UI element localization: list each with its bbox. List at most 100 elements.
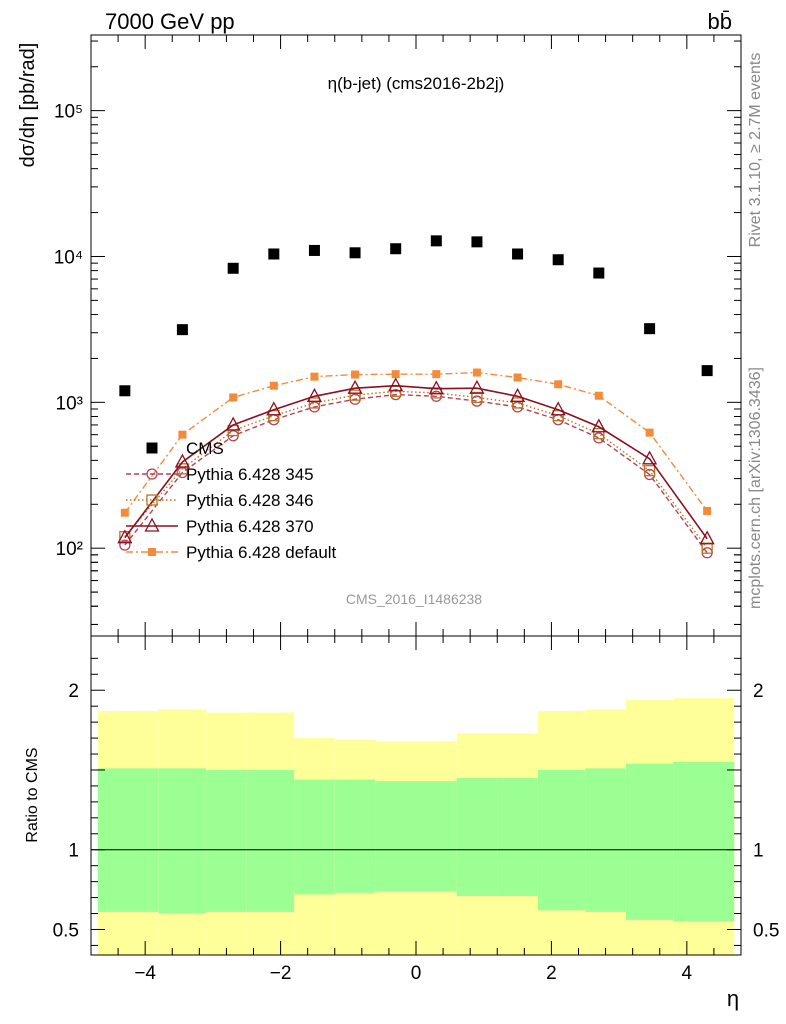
data-point bbox=[643, 465, 656, 477]
series-line bbox=[124, 371, 708, 514]
data-point bbox=[347, 379, 363, 394]
data-point bbox=[432, 370, 441, 379]
data-point bbox=[593, 427, 605, 440]
ratio-inner-band bbox=[334, 779, 376, 893]
ratio-inner-band bbox=[294, 779, 335, 895]
data-point bbox=[268, 414, 280, 426]
data-point bbox=[120, 508, 129, 517]
data-point bbox=[266, 401, 282, 416]
y-axis-label-top: dσ/dη [pb/rad] bbox=[17, 43, 39, 168]
legend-label: CMS bbox=[186, 439, 224, 458]
data-point bbox=[701, 365, 713, 377]
y-tick-label-top: 10³ bbox=[56, 393, 83, 414]
data-point bbox=[388, 377, 404, 392]
data-point bbox=[469, 379, 485, 394]
data-point bbox=[591, 418, 607, 433]
series-3 bbox=[117, 377, 715, 545]
header-left: 7000 GeV pp bbox=[105, 9, 235, 34]
rivet-label: Rivet 3.1.10, ≥ 2.7M events bbox=[747, 53, 764, 248]
mcplots-label: mcplots.cern.ch [arXiv:1306.3436] bbox=[747, 367, 764, 609]
ratio-inner-band bbox=[456, 777, 498, 896]
data-point bbox=[509, 387, 526, 402]
ratio-inner-band bbox=[158, 768, 207, 914]
ratio-inner-band bbox=[206, 769, 247, 912]
legend-marker bbox=[146, 494, 158, 506]
data-point bbox=[645, 428, 654, 437]
legend-label: Pythia 6.428 370 bbox=[186, 517, 314, 536]
data-point bbox=[511, 397, 524, 409]
series-0 bbox=[119, 235, 713, 397]
legend: CMS Pythia 6.428 345 Pythia 6.428 346 Pythi… bbox=[126, 439, 337, 562]
y-tick-label-top: 10⁵ bbox=[54, 102, 83, 123]
x-axis-label: η bbox=[727, 986, 739, 1011]
axes-group: 10² 10³ 10⁴ 10⁵ −4 −2 0 2 4 0.5 0.5 1 1 2 2 bbox=[53, 35, 779, 984]
data-point bbox=[227, 262, 239, 274]
data-point bbox=[554, 380, 563, 389]
data-point bbox=[310, 372, 319, 381]
data-point bbox=[430, 235, 442, 247]
data-point bbox=[428, 380, 444, 395]
data-point bbox=[268, 248, 280, 260]
data-point bbox=[550, 401, 566, 416]
data-point bbox=[176, 324, 188, 336]
y-axis-label-ratio: Ratio to CMS bbox=[24, 747, 41, 842]
y-tick-label-ratio-right: 2 bbox=[753, 681, 764, 702]
x-tick-label: 0 bbox=[411, 963, 422, 984]
data-point bbox=[351, 370, 360, 379]
data-point bbox=[306, 387, 323, 402]
data-point bbox=[174, 453, 190, 468]
data-point bbox=[471, 236, 483, 248]
data-point bbox=[471, 391, 483, 404]
series-line bbox=[124, 393, 708, 554]
x-tick-label: −2 bbox=[270, 963, 292, 984]
y-tick-label-ratio-left: 1 bbox=[68, 841, 79, 862]
legend-label: Pythia 6.428 345 bbox=[186, 465, 314, 484]
x-tick-label: 2 bbox=[546, 963, 557, 984]
data-point bbox=[225, 416, 241, 431]
series-line bbox=[124, 384, 708, 540]
ratio-inner-band bbox=[497, 777, 538, 896]
ratio-inner-band bbox=[246, 769, 295, 912]
legend-marker bbox=[146, 468, 158, 480]
data-point bbox=[390, 243, 402, 255]
ratio-inner-band bbox=[416, 781, 457, 892]
data-point bbox=[552, 254, 564, 266]
legend-marker bbox=[148, 548, 156, 556]
data-point bbox=[703, 506, 712, 515]
data-point bbox=[268, 410, 280, 422]
ratio-bands bbox=[91, 698, 741, 955]
data-point bbox=[391, 370, 400, 379]
y-tick-label-ratio-right: 1 bbox=[753, 841, 764, 862]
data-point bbox=[642, 450, 658, 465]
ratio-inner-band bbox=[625, 763, 674, 920]
series-4 bbox=[120, 368, 712, 517]
data-point bbox=[119, 539, 131, 551]
data-point bbox=[552, 410, 564, 422]
y-tick-label-ratio-left: 0.5 bbox=[53, 920, 79, 941]
ratio-inner-band bbox=[673, 762, 735, 922]
data-point bbox=[513, 373, 522, 382]
ratio-inner-band bbox=[537, 769, 586, 911]
data-point bbox=[699, 530, 715, 545]
data-point bbox=[594, 391, 603, 400]
data-point bbox=[269, 381, 278, 390]
ratio-inner-band bbox=[585, 768, 626, 912]
y-tick-label-top: 10² bbox=[56, 539, 83, 560]
legend-label: Pythia 6.428 default bbox=[186, 543, 337, 562]
y-tick-label-ratio-right: 0.5 bbox=[753, 920, 779, 941]
legend-marker bbox=[144, 517, 160, 532]
x-tick-label: 4 bbox=[682, 963, 693, 984]
data-point bbox=[117, 529, 133, 544]
y-tick-label-top: 10⁴ bbox=[54, 247, 83, 268]
header-right: bb̄ bbox=[708, 9, 732, 34]
data-point bbox=[178, 430, 187, 439]
x-tick-label: −4 bbox=[134, 963, 156, 984]
data-point bbox=[593, 267, 605, 279]
top-series-group bbox=[117, 235, 715, 559]
data-point bbox=[349, 247, 361, 259]
data-point bbox=[119, 385, 131, 397]
ratio-panel-frame bbox=[90, 635, 742, 956]
data-point bbox=[229, 393, 238, 402]
data-point bbox=[593, 432, 605, 444]
